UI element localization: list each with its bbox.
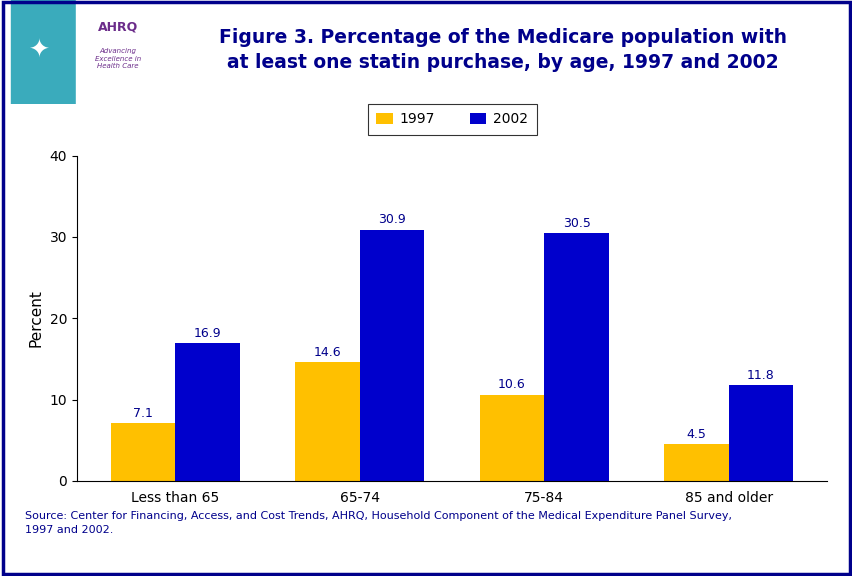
- Text: 14.6: 14.6: [314, 346, 341, 359]
- Bar: [295, 362, 360, 481]
- Bar: [111, 423, 176, 481]
- Text: 30.9: 30.9: [377, 213, 406, 226]
- Y-axis label: Percent: Percent: [29, 289, 43, 347]
- Text: Figure 3. Percentage of the Medicare population with
at least one statin purchas: Figure 3. Percentage of the Medicare pop…: [219, 28, 786, 73]
- Bar: [728, 385, 792, 481]
- Bar: [11, 0, 76, 104]
- Bar: [664, 444, 728, 481]
- Text: 4.5: 4.5: [686, 428, 705, 441]
- Text: 10.6: 10.6: [498, 378, 526, 392]
- Bar: [360, 230, 424, 481]
- Text: 7.1: 7.1: [133, 407, 153, 420]
- Text: 16.9: 16.9: [193, 327, 222, 340]
- Text: 30.5: 30.5: [562, 217, 590, 230]
- Bar: [479, 395, 544, 481]
- Bar: [176, 343, 239, 481]
- Legend: 1997, 2002: 1997, 2002: [367, 104, 536, 135]
- Text: Source: Center for Financing, Access, and Cost Trends, AHRQ, Household Component: Source: Center for Financing, Access, an…: [26, 511, 731, 535]
- Bar: [76, 0, 155, 104]
- Text: Advancing
Excellence in
Health Care: Advancing Excellence in Health Care: [95, 48, 141, 70]
- Text: ✦: ✦: [28, 39, 49, 62]
- Text: AHRQ: AHRQ: [98, 21, 138, 33]
- Text: 11.8: 11.8: [746, 369, 774, 382]
- Bar: [544, 233, 608, 481]
